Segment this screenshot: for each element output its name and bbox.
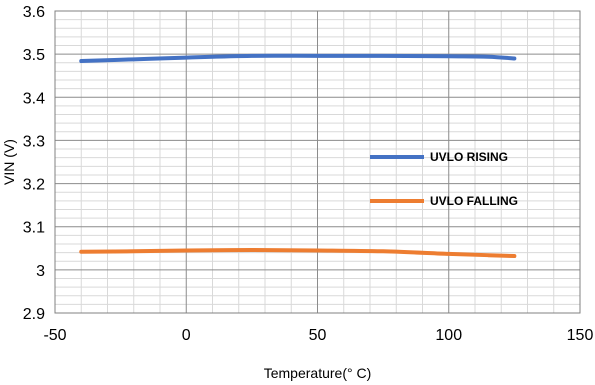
y-tick-label: 3.2 [23,177,45,194]
x-tick-label: 0 [182,327,191,344]
series-lines [79,53,517,259]
x-axis-title: Temperature(° C) [264,365,372,381]
x-tick-label: -50 [43,327,66,344]
x-tick-label: 150 [567,327,594,344]
legend-label-uvlo-rising: UVLO RISING [430,150,508,164]
series-line-uvlo-rising [79,53,517,64]
legend: UVLO RISING UVLO FALLING [370,150,518,208]
y-tick-label: 3.6 [23,4,45,21]
y-tick-label: 3 [36,263,45,280]
x-tick-label: 100 [435,327,462,344]
y-axis-title: VIN (V) [1,139,17,185]
y-tick-label: 3.3 [23,133,45,150]
y-tick-label: 3.1 [23,220,45,237]
y-tick-label: 3.4 [23,90,45,107]
y-axis-tick-labels: 2.9 3 3.1 3.2 3.3 3.4 3.5 3.6 [23,4,45,323]
y-tick-label: 2.9 [23,306,45,323]
y-tick-label: 3.5 [23,47,45,64]
x-axis-tick-labels: -50 0 50 100 150 [43,327,593,344]
plot-area-frame [54,10,581,314]
series-line-uvlo-falling [79,248,517,259]
legend-label-uvlo-falling: UVLO FALLING [430,194,518,208]
x-tick-label: 50 [309,327,327,344]
